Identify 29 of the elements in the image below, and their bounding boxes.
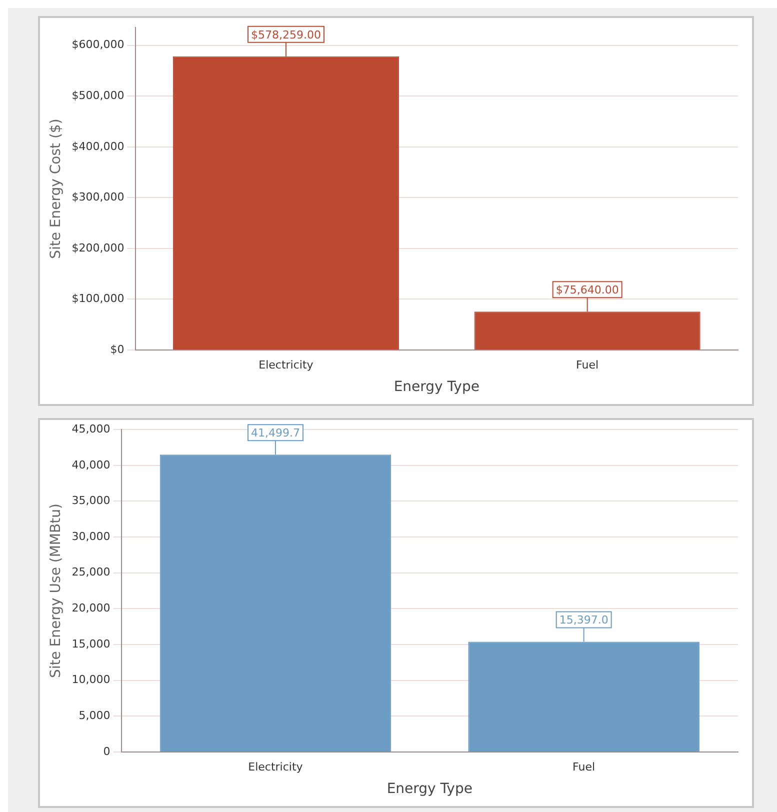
y-tick-label: $500,000	[72, 89, 124, 102]
y-axis-title: Site Energy Cost ($)	[48, 118, 64, 259]
y-tick-label: 45,000	[72, 422, 110, 436]
y-tick-label: $0	[110, 342, 124, 356]
data-label: 41,499.7	[250, 426, 300, 440]
data-label: $578,259.00	[250, 28, 321, 42]
y-tick-label: 40,000	[72, 458, 110, 472]
x-tick-label: Electricity	[258, 358, 314, 372]
y-tick-label: 25,000	[72, 566, 110, 579]
y-tick-label: 35,000	[72, 494, 110, 508]
x-axis-title: Energy Type	[386, 781, 472, 798]
y-tick-label: $600,000	[72, 38, 124, 52]
x-tick-label: Fuel	[576, 358, 599, 372]
y-axis-title: Site Energy Use (MMBtu)	[48, 504, 64, 678]
y-tick-label: $100,000	[72, 292, 124, 306]
y-tick-label: 5,000	[78, 709, 110, 722]
y-tick-label: 0	[103, 744, 110, 758]
y-tick-label: $200,000	[72, 241, 124, 254]
data-label: $75,640.00	[556, 283, 619, 296]
x-tick-label: Fuel	[572, 760, 596, 774]
y-tick-label: $400,000	[72, 140, 124, 153]
y-tick-label: $300,000	[72, 190, 124, 204]
y-tick-label: 20,000	[72, 602, 110, 615]
data-label: 15,397.0	[559, 614, 608, 627]
y-tick-label: 15,000	[72, 637, 110, 650]
x-axis-title: Energy Type	[394, 379, 480, 396]
y-tick-label: 30,000	[72, 530, 110, 543]
x-tick-label: Electricity	[248, 760, 304, 774]
y-tick-label: 10,000	[72, 673, 110, 686]
